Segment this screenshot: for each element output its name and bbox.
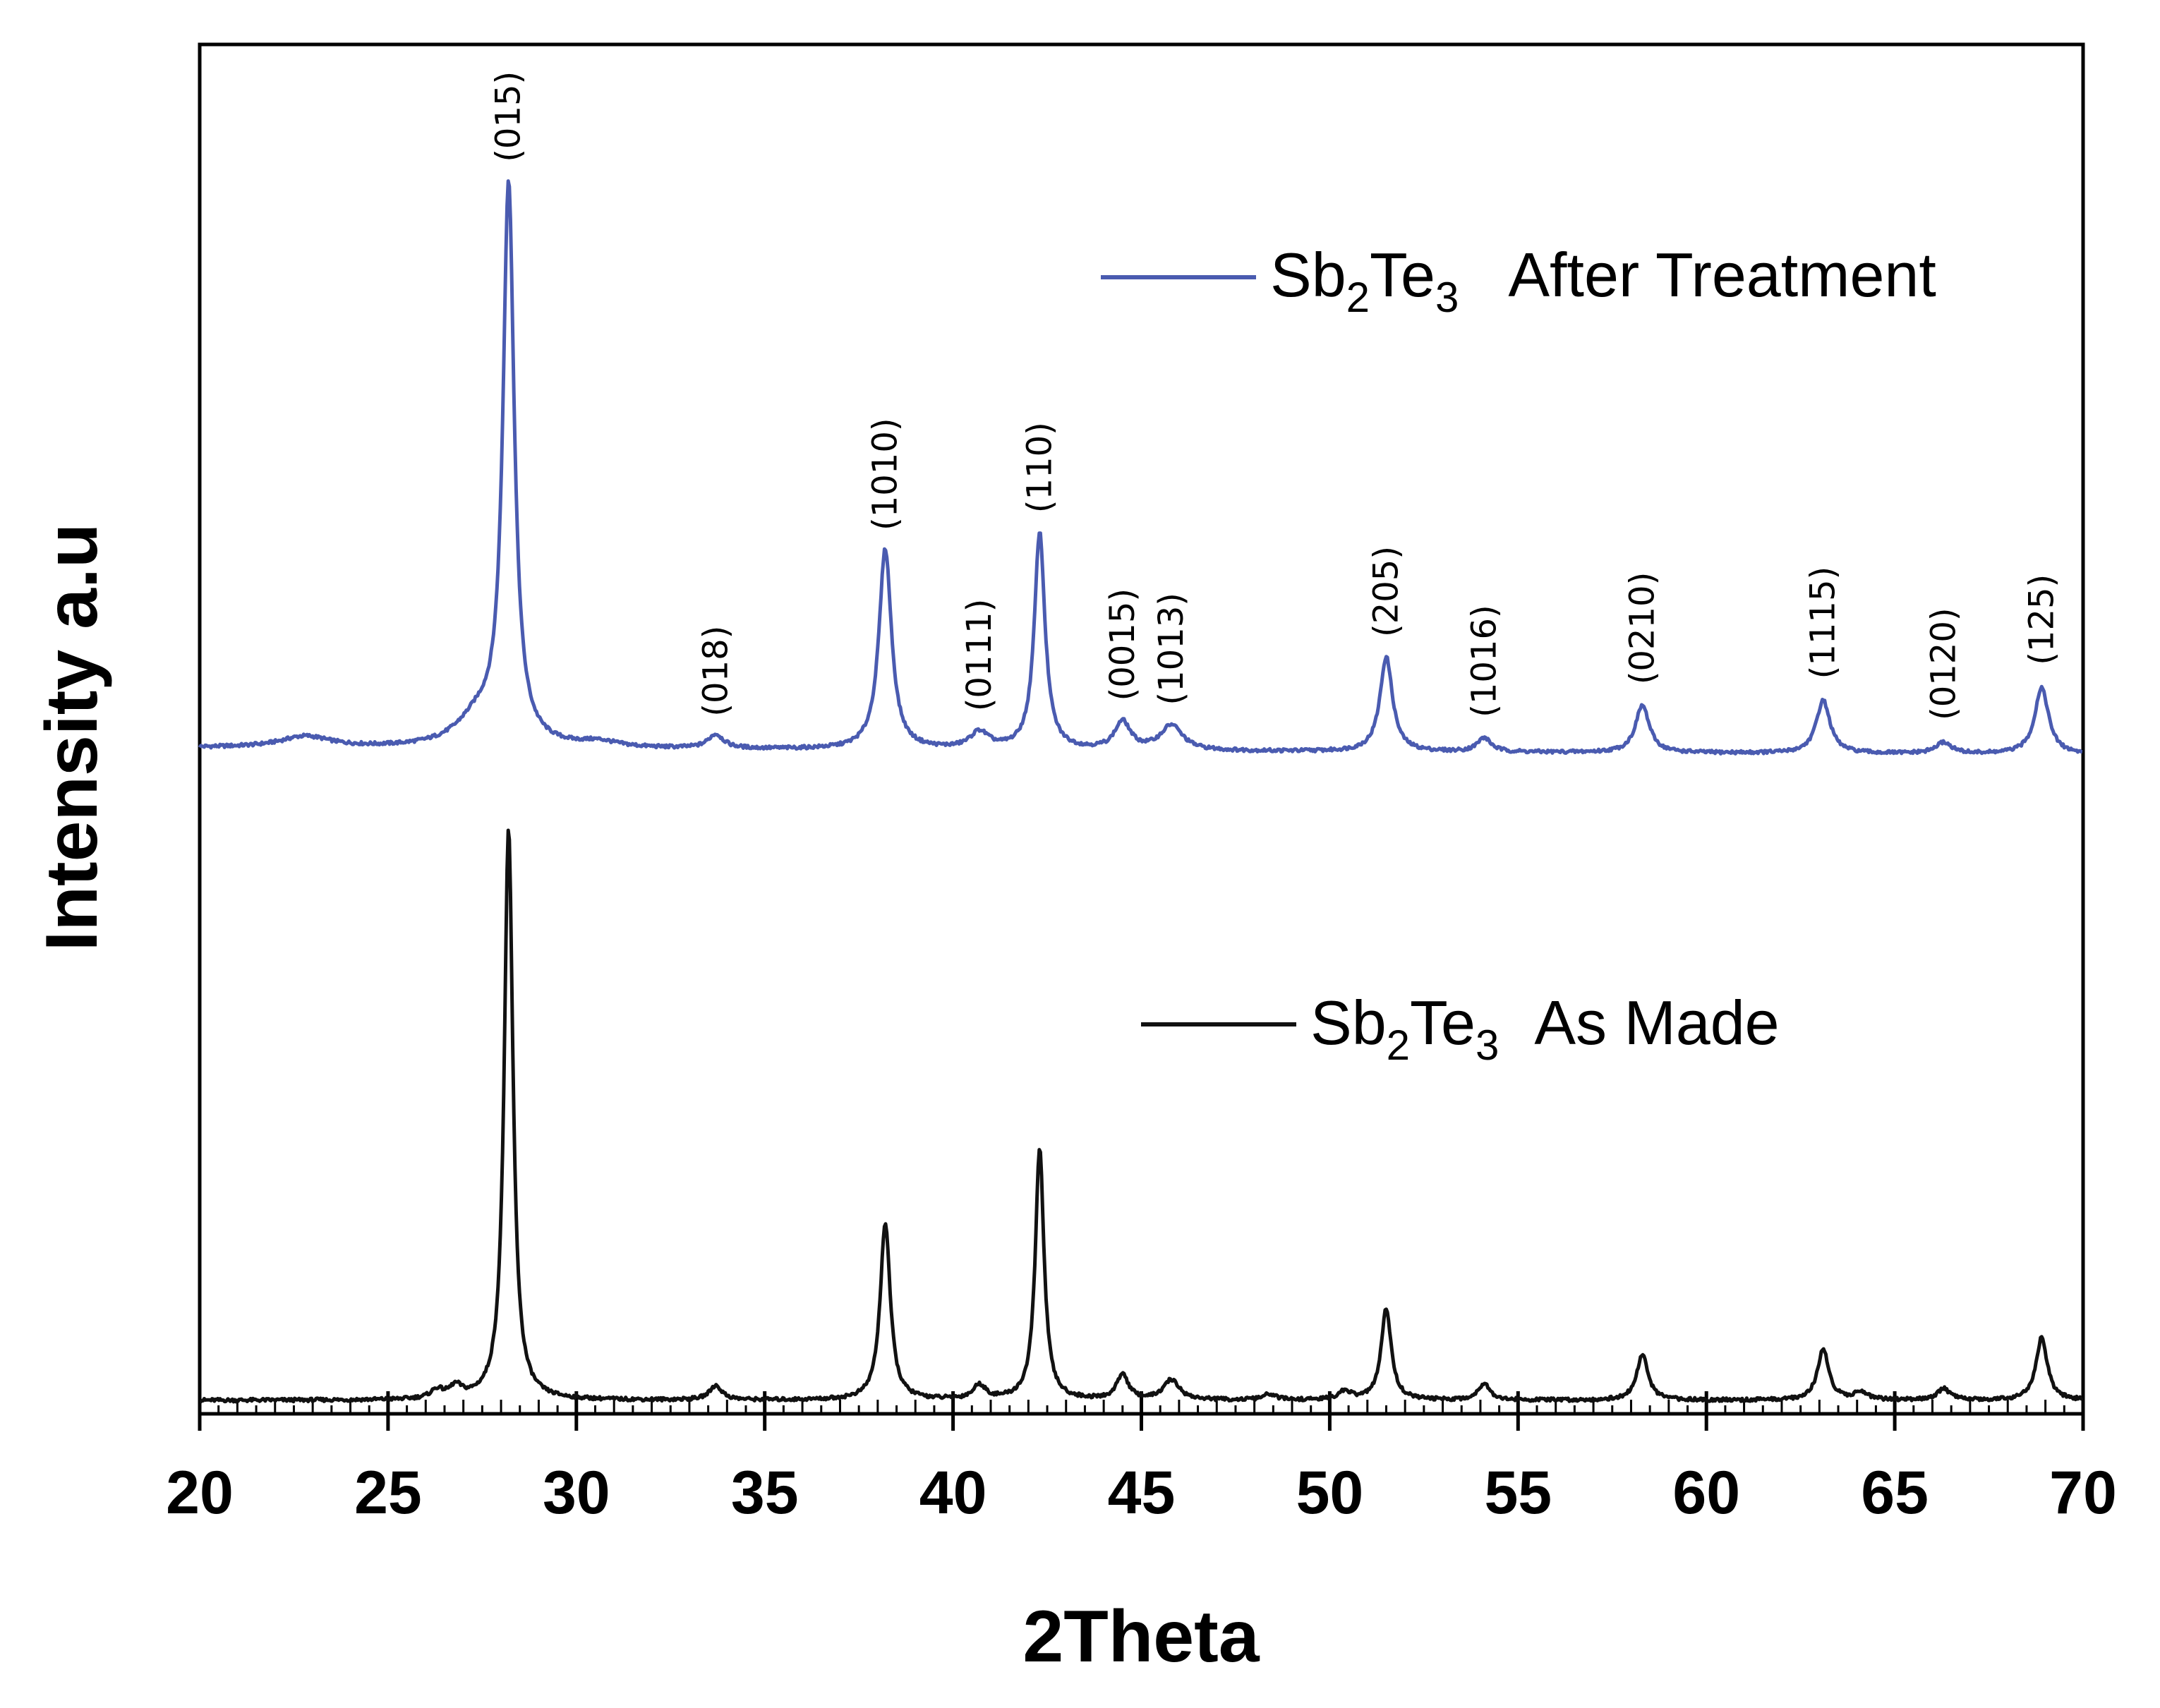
legend-label-after-treatment: Sb2Te3 After Treatment: [1270, 240, 1936, 321]
x-tick-label: 40: [919, 1459, 987, 1527]
x-axis-title: 2Theta: [1022, 1596, 1260, 1678]
peak-label: (0111): [960, 599, 999, 712]
peak-label: (0210): [1623, 572, 1663, 685]
x-tick-label: 35: [731, 1459, 799, 1527]
x-tick-label: 20: [166, 1459, 234, 1527]
peak-label: (015): [489, 71, 529, 162]
series-group: [198, 179, 2084, 1404]
x-tick-label: 50: [1296, 1459, 1364, 1527]
x-tick-label: 55: [1484, 1459, 1552, 1527]
peak-label: (1016): [1464, 605, 1504, 717]
series-as-made-line: [199, 828, 2084, 1404]
series-after-treatment-line: [198, 179, 2083, 756]
peak-label: (110): [1020, 422, 1059, 513]
legend-as-made: Sb2Te3 As Made: [1141, 988, 1780, 1069]
peak-label: (125): [2022, 574, 2061, 665]
x-tick-label: 70: [2049, 1459, 2117, 1527]
legend-after-treatment: Sb2Te3 After Treatment: [1101, 240, 1936, 321]
x-tick-label: 25: [354, 1459, 422, 1527]
x-tick-label: 30: [543, 1459, 610, 1527]
peak-labels: (015) (018) (1010) (0111) (110) (0015) (1013) (…: [489, 71, 2062, 720]
x-tick-label: 60: [1672, 1459, 1740, 1527]
peak-label: (205): [1367, 546, 1406, 637]
peak-label: (0120): [1924, 607, 1964, 720]
peak-label: (0015): [1103, 588, 1142, 701]
legend-label-as-made: Sb2Te3 As Made: [1310, 988, 1780, 1069]
peak-label: (018): [696, 626, 735, 717]
x-tick-label: 65: [1861, 1459, 1929, 1527]
peak-label: (1010): [866, 418, 905, 531]
y-axis-title: Intensity a.u: [31, 523, 113, 952]
peak-label: (1013): [1152, 593, 1191, 705]
x-tick-label: 45: [1108, 1459, 1176, 1527]
peak-label: (1115): [1804, 567, 1843, 679]
x-axis-tick-labels: 20 25 30 35 40 45 50 55 60 65 70: [166, 1459, 2117, 1527]
